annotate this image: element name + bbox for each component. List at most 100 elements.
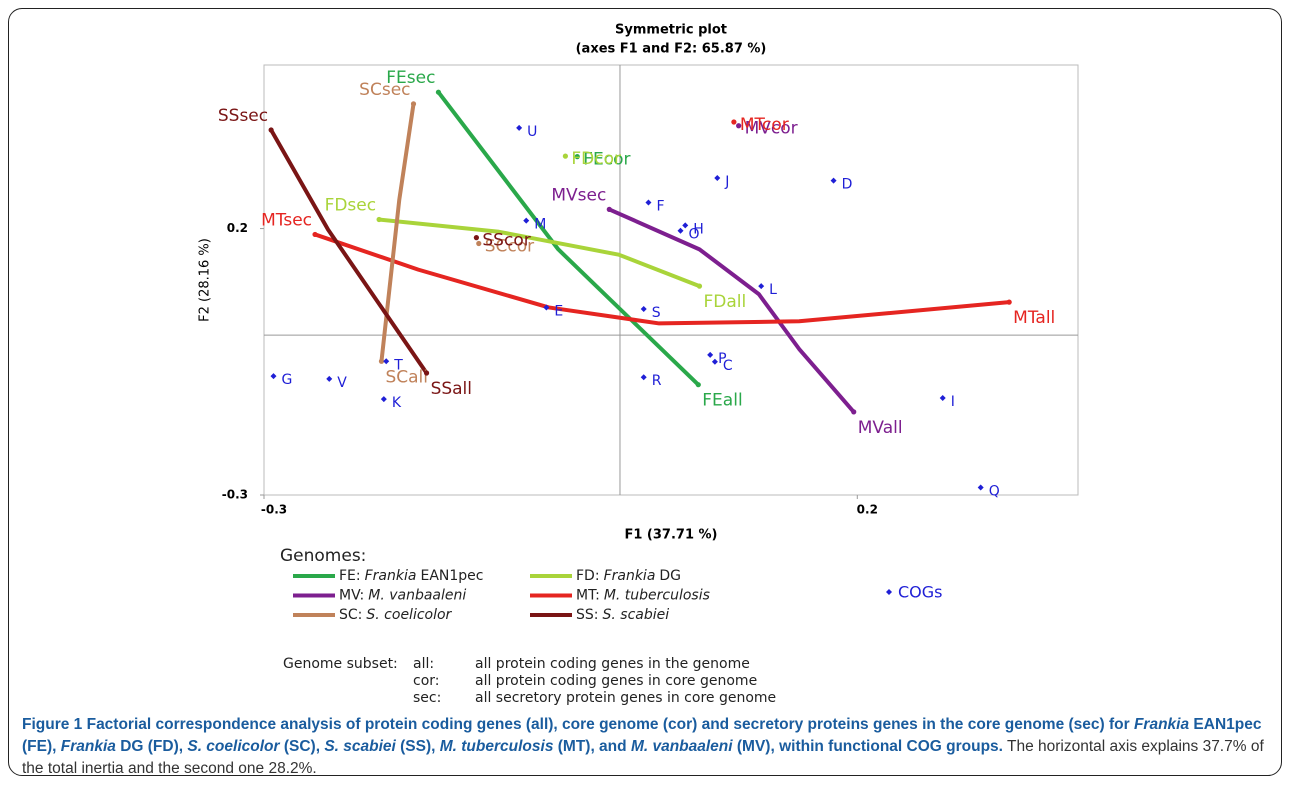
genome-curve bbox=[377, 217, 702, 289]
y-tick-label: 0.2 bbox=[227, 221, 248, 235]
y-axis-label: F2 (28.16 %) bbox=[198, 238, 213, 322]
caption-run: M. vanbaaleni bbox=[630, 738, 733, 755]
genome-point bbox=[423, 370, 430, 376]
cog-point bbox=[516, 124, 523, 131]
cog-point bbox=[523, 217, 530, 224]
cog-point bbox=[714, 174, 721, 181]
subset-desc: all protein coding genes in core genome bbox=[475, 673, 757, 689]
genome-label: MTsec bbox=[261, 210, 312, 230]
legend-label: MT: M. tuberculosis bbox=[576, 588, 710, 604]
cog-point bbox=[707, 351, 714, 358]
cog-point bbox=[380, 396, 387, 403]
legend-label: SC: S. coelicolor bbox=[339, 607, 453, 623]
genome-label: SCsec bbox=[359, 80, 410, 100]
caption-run: EAN1pec (FE), bbox=[22, 716, 1262, 755]
genome-point bbox=[410, 101, 417, 107]
legend-label: FE: Frankia EAN1pec bbox=[339, 568, 483, 584]
genome-label: FEsec bbox=[386, 68, 435, 88]
genome-label: MTall bbox=[1013, 308, 1055, 328]
legend-label: FD: Frankia DG bbox=[576, 568, 681, 584]
genome-point bbox=[695, 382, 701, 388]
genome-label: FEall bbox=[702, 391, 742, 411]
genome-point bbox=[473, 235, 479, 241]
figure-frame bbox=[8, 8, 1282, 776]
caption-run: The horizontal axis explains 37.7% of th… bbox=[22, 738, 1264, 777]
genome-point bbox=[312, 231, 318, 238]
genome-curve bbox=[269, 128, 429, 375]
genome-point bbox=[851, 409, 857, 415]
legend-label-part: M. tuberculosis bbox=[604, 588, 710, 604]
genome-label: MVcor bbox=[745, 119, 798, 139]
cog-point bbox=[383, 358, 390, 365]
cog-point bbox=[977, 484, 984, 491]
legend-label-part: MT: bbox=[576, 588, 600, 604]
x-axis-label: F1 (37.71 %) bbox=[624, 528, 717, 543]
subset-desc: all protein coding genes in the genome bbox=[475, 656, 750, 672]
genome-point bbox=[268, 127, 274, 133]
genome-curve bbox=[379, 101, 416, 364]
cog-label: S bbox=[652, 305, 661, 321]
caption-run: M. tuberculosis bbox=[439, 738, 554, 755]
genome-label: SCcor bbox=[485, 237, 534, 257]
legend-label-part: S. coelicolor bbox=[366, 607, 452, 623]
x-tick-label: 0.2 bbox=[857, 503, 878, 517]
cog-point bbox=[270, 373, 277, 380]
legend-label-part: EAN1pec bbox=[420, 568, 483, 584]
cog-point bbox=[640, 374, 647, 381]
genome-point bbox=[731, 119, 737, 125]
caption-run: (MV), within functional COG groups. bbox=[732, 738, 1003, 755]
legend-label-part: SC: bbox=[339, 607, 362, 623]
caption-run: DG (FD), bbox=[115, 738, 188, 755]
cog-label: M bbox=[534, 217, 546, 233]
legend-title: Genomes: bbox=[280, 546, 366, 566]
genome-label: FDcor bbox=[571, 149, 621, 169]
caption-run: (SC), bbox=[279, 738, 325, 755]
legend-label: SS: S. scabiei bbox=[576, 607, 669, 623]
subset-key: cor: bbox=[413, 673, 440, 689]
cog-label: V bbox=[337, 375, 347, 391]
genome-label: FEcor bbox=[583, 150, 630, 170]
genome-point bbox=[376, 216, 382, 223]
genome-curve bbox=[436, 90, 701, 387]
cog-label: G bbox=[281, 372, 292, 388]
genome-label: SSall bbox=[431, 379, 472, 399]
legend-label-part: FD: bbox=[576, 568, 600, 584]
chart-title: Symmetric plot bbox=[615, 23, 727, 38]
cog-point bbox=[677, 227, 684, 234]
legend-label-part: DG bbox=[659, 568, 681, 584]
cog-point bbox=[645, 199, 652, 206]
subset-key: sec: bbox=[413, 690, 441, 706]
cog-label: D bbox=[842, 177, 853, 193]
caption-run: (SS), bbox=[395, 738, 440, 755]
cog-label: P bbox=[718, 351, 726, 367]
cog-label: E bbox=[554, 303, 563, 319]
caption-run: Figure 1 Factorial correspondence analys… bbox=[22, 716, 1134, 733]
genome-point bbox=[574, 154, 580, 160]
cog-point bbox=[543, 304, 550, 311]
cog-label: U bbox=[527, 124, 537, 140]
genome-point bbox=[562, 153, 568, 159]
legend-cog-marker bbox=[886, 589, 892, 595]
genome-point bbox=[1006, 299, 1012, 305]
genome-point bbox=[378, 358, 385, 364]
genome-point bbox=[606, 206, 612, 212]
caption-run: (MT), and bbox=[553, 738, 631, 755]
cog-label: R bbox=[652, 373, 662, 389]
genome-point bbox=[435, 89, 442, 95]
cog-point bbox=[830, 177, 837, 184]
caption: Figure 1 Factorial correspondence analys… bbox=[22, 714, 1272, 780]
cog-point bbox=[758, 283, 765, 290]
legend-label: MV: M. vanbaaleni bbox=[339, 588, 466, 604]
genome-label: FDall bbox=[703, 292, 746, 312]
genome-label: MVall bbox=[858, 418, 903, 438]
genome-point bbox=[696, 283, 703, 289]
cog-point bbox=[326, 375, 333, 382]
genome-curve bbox=[607, 207, 856, 414]
caption-run: S. coelicolor bbox=[187, 738, 280, 755]
subset-title: Genome subset: bbox=[283, 656, 398, 672]
cog-point bbox=[711, 358, 718, 365]
legend-label-part: MV: bbox=[339, 588, 364, 604]
y-tick-label: -0.3 bbox=[222, 488, 248, 502]
subset-desc: all secretory protein genes in core geno… bbox=[475, 690, 776, 706]
legend-cog-label: COGs bbox=[898, 583, 943, 602]
